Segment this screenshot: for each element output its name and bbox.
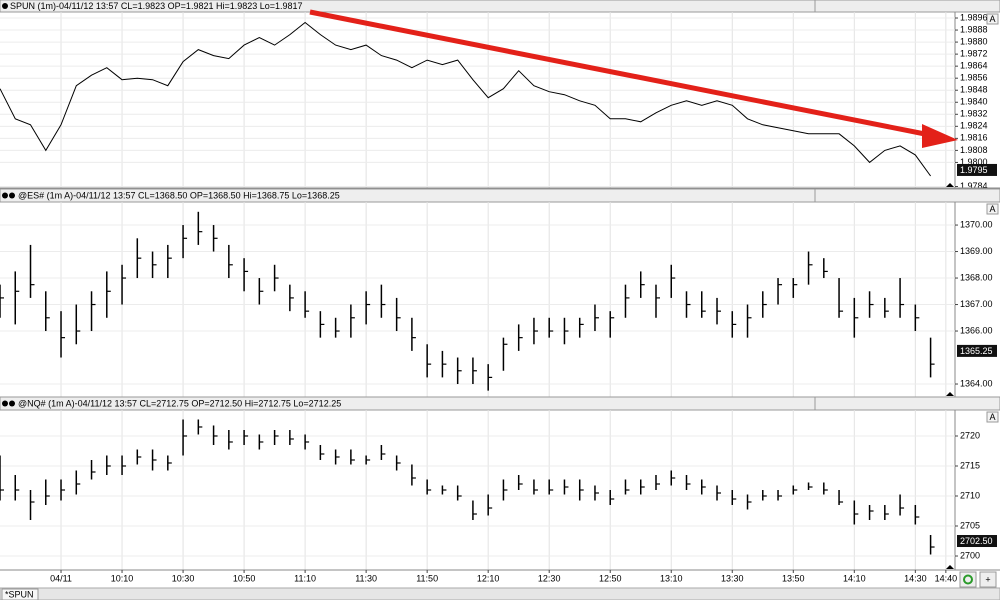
- panel-icon: [2, 400, 8, 407]
- last-value-label: 1365.25: [960, 346, 993, 356]
- y-tick-label: 1.9824: [960, 121, 988, 131]
- symbol-tab[interactable]: [1, 588, 39, 600]
- x-tick-label: 13:10: [660, 573, 683, 583]
- x-tick-label: 13:50: [782, 573, 805, 583]
- x-tick-label: 10:30: [172, 573, 195, 583]
- price-line: [0, 21, 932, 177]
- panel-title: @ES# (1m A)-04/11/12 13:57 CL=1368.50 OP…: [18, 190, 340, 200]
- y-tick-label: 1.9896: [960, 12, 988, 22]
- time-axis-bar: [0, 570, 1000, 588]
- y-tick-label: 1366.00: [960, 325, 993, 335]
- y-tick-label: 2720: [960, 430, 980, 440]
- scroll-marker: [946, 392, 954, 396]
- y-tick-label: 2710: [960, 490, 980, 500]
- y-tick-label: 1.9784: [960, 181, 988, 191]
- y-tick-label: 2705: [960, 520, 980, 530]
- last-value-box: [957, 163, 997, 176]
- last-value-label: 1.9795: [960, 165, 988, 175]
- panel-header: [0, 0, 1000, 13]
- y-tick-label: 1.9848: [960, 85, 988, 95]
- y-tick-label: 1.9840: [960, 97, 988, 107]
- y-tick-label: 1.9800: [960, 157, 988, 167]
- scroll-marker: [946, 183, 954, 187]
- autoscale-label: A: [989, 412, 995, 422]
- autoscale-button[interactable]: [986, 203, 999, 215]
- x-tick-label: 10:50: [233, 573, 256, 583]
- tab-bar: [0, 587, 1000, 600]
- panel-icon: [2, 192, 8, 199]
- x-tick-label: 14:30: [904, 573, 927, 583]
- y-tick-label: 1.9856: [960, 73, 988, 83]
- trend-arrow-head: [922, 124, 958, 148]
- x-tick-label: 13:30: [721, 573, 744, 583]
- x-tick-label: 14:10: [843, 573, 866, 583]
- last-value-label: 2702.50: [960, 536, 993, 546]
- panel-icon: [2, 3, 8, 9]
- y-tick-label: 1.9808: [960, 145, 988, 155]
- autoscale-button[interactable]: [986, 13, 999, 25]
- panel-title: SPUN (1m)-04/11/12 13:57 CL=1.9823 OP=1.…: [10, 1, 303, 11]
- refresh-button[interactable]: [959, 571, 977, 588]
- last-value-box: [957, 535, 997, 548]
- x-tick-label: 12:50: [599, 573, 622, 583]
- x-tick-label: 12:10: [477, 573, 500, 583]
- y-tick-label: 2700: [960, 550, 980, 560]
- panel-header: [0, 396, 1000, 411]
- x-tick-label: 11:10: [294, 573, 316, 583]
- x-tick-label: 14:40: [935, 573, 958, 583]
- y-tick-label: 1370.00: [960, 219, 993, 229]
- y-tick-label: 1.9816: [960, 133, 988, 143]
- y-tick-label: 1367.00: [960, 299, 993, 309]
- x-tick-label: 04/11: [50, 573, 72, 583]
- y-tick-label: 1.9880: [960, 36, 988, 46]
- x-tick-label: 12:30: [538, 573, 561, 583]
- symbol-tab-label[interactable]: *SPUN: [5, 589, 34, 599]
- panel-title: @NQ# (1m A)-04/11/12 13:57 CL=2712.75 OP…: [18, 398, 341, 408]
- y-tick-label: 1368.00: [960, 272, 993, 282]
- y-tick-label: 1364.00: [960, 378, 993, 388]
- panel-icon: [9, 192, 15, 199]
- panel-header: [0, 188, 1000, 203]
- last-value-box: [957, 344, 997, 357]
- x-tick-label: 10:10: [111, 573, 134, 583]
- refresh-icon[interactable]: [963, 574, 973, 585]
- chart-layer: SPUN (1m)-04/11/12 13:57 CL=1.9823 OP=1.…: [0, 0, 1000, 571]
- add-button[interactable]: [979, 571, 997, 588]
- y-tick-label: 1369.00: [960, 246, 993, 256]
- trend-arrow-shaft: [309, 9, 931, 138]
- y-tick-label: 1.9872: [960, 48, 988, 58]
- scroll-marker: [946, 565, 954, 569]
- y-tick-label: 1.9864: [960, 61, 988, 71]
- x-tick-label: 11:50: [416, 573, 438, 583]
- autoscale-label: A: [989, 14, 995, 24]
- panel-icon: [9, 400, 15, 407]
- y-tick-label: 2715: [960, 460, 980, 470]
- x-tick-label: 11:30: [355, 573, 377, 583]
- autoscale-label: A: [989, 204, 995, 214]
- autoscale-button[interactable]: [986, 411, 999, 423]
- y-tick-label: 1.9832: [960, 109, 988, 119]
- y-tick-label: 1.9888: [960, 24, 988, 34]
- add-icon[interactable]: +: [985, 574, 990, 584]
